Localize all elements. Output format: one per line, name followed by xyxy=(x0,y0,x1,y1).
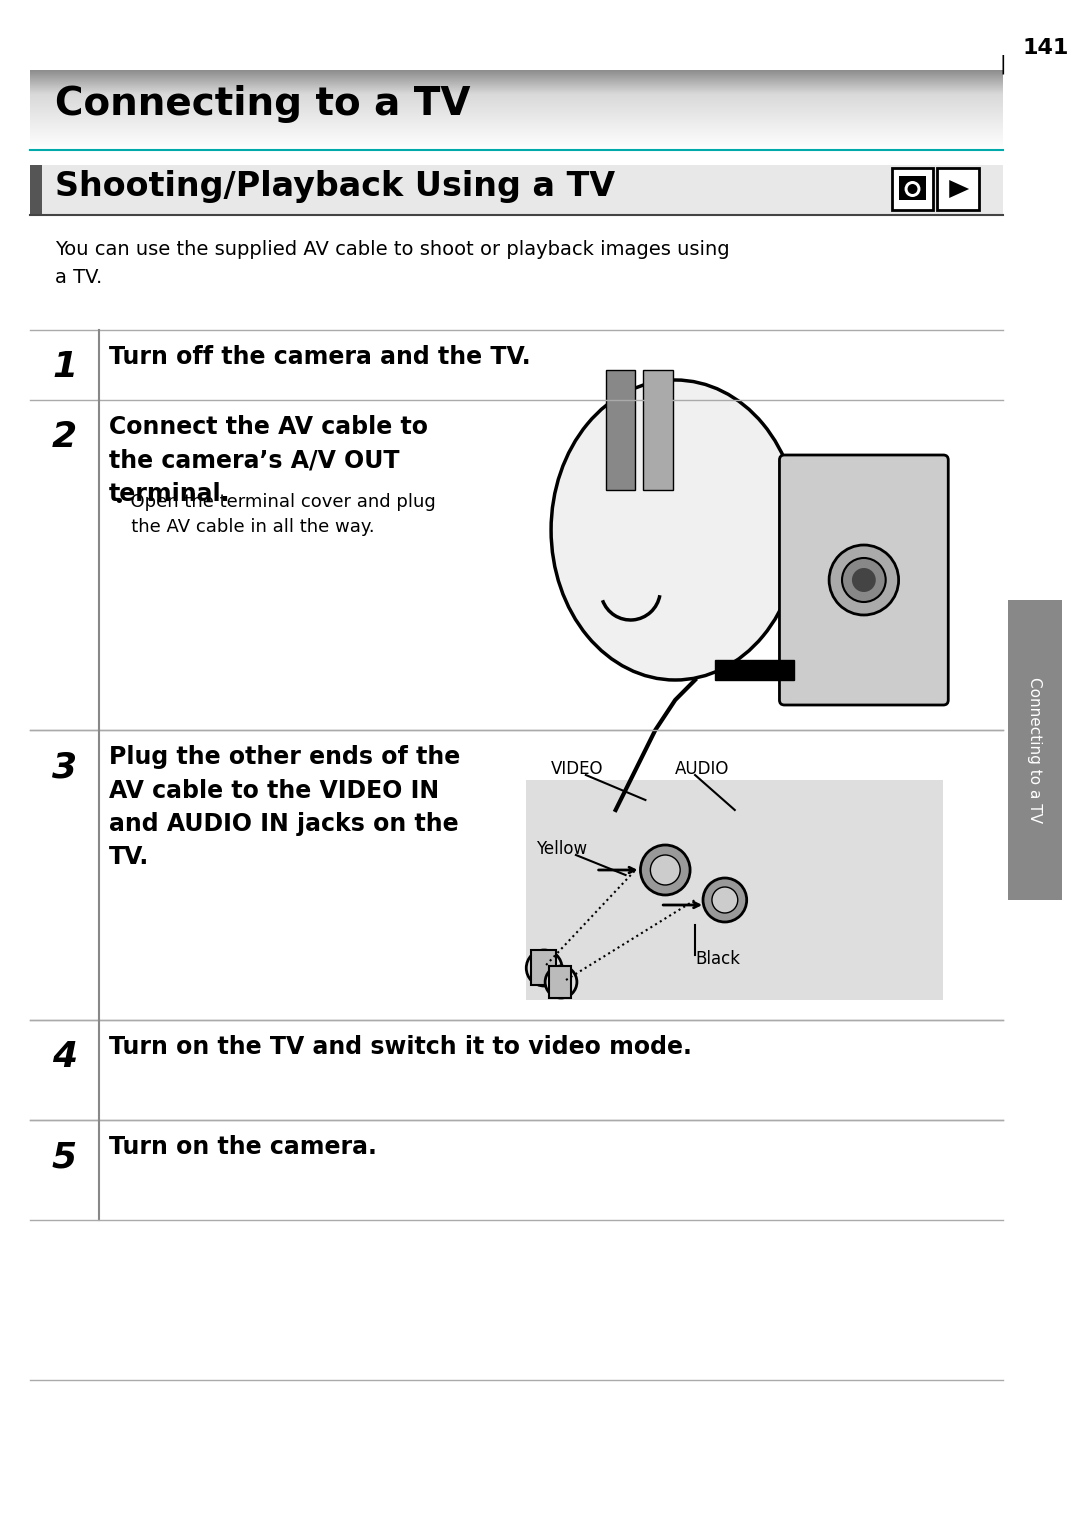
Text: AUDIO: AUDIO xyxy=(675,760,730,779)
Circle shape xyxy=(650,855,680,885)
Circle shape xyxy=(545,966,577,998)
Text: Turn off the camera and the TV.: Turn off the camera and the TV. xyxy=(109,345,531,370)
Bar xyxy=(30,164,1003,214)
Bar xyxy=(30,164,42,214)
Ellipse shape xyxy=(551,380,799,680)
Bar xyxy=(606,370,635,490)
Circle shape xyxy=(842,558,886,602)
Text: Shooting/Playback Using a TV: Shooting/Playback Using a TV xyxy=(55,170,615,202)
Text: 2: 2 xyxy=(52,420,77,453)
Bar xyxy=(531,951,556,986)
Text: 3: 3 xyxy=(52,750,77,783)
Text: |: | xyxy=(1000,55,1007,75)
FancyBboxPatch shape xyxy=(892,167,933,210)
Circle shape xyxy=(640,846,690,894)
Text: 4: 4 xyxy=(52,1040,77,1074)
Polygon shape xyxy=(949,179,969,198)
Text: Yellow: Yellow xyxy=(536,840,588,858)
Text: • Open the terminal cover and plug
   the AV cable in all the way.: • Open the terminal cover and plug the A… xyxy=(114,493,436,535)
Circle shape xyxy=(907,184,918,195)
Text: 1: 1 xyxy=(52,350,77,383)
Bar xyxy=(549,966,571,998)
Bar xyxy=(526,780,943,999)
Text: You can use the supplied AV cable to shoot or playback images using
a TV.: You can use the supplied AV cable to sho… xyxy=(55,240,729,287)
Circle shape xyxy=(905,181,920,198)
Text: Black: Black xyxy=(696,951,740,967)
Bar xyxy=(644,370,673,490)
Bar xyxy=(1008,599,1063,900)
Circle shape xyxy=(712,887,738,913)
FancyBboxPatch shape xyxy=(780,455,948,706)
FancyBboxPatch shape xyxy=(937,167,980,210)
Text: Turn on the TV and switch it to video mode.: Turn on the TV and switch it to video mo… xyxy=(109,1034,692,1059)
Text: 141: 141 xyxy=(1023,38,1069,58)
Bar xyxy=(715,660,795,680)
Text: 5: 5 xyxy=(52,1141,77,1174)
Text: VIDEO: VIDEO xyxy=(551,760,604,779)
Circle shape xyxy=(703,878,746,922)
Circle shape xyxy=(829,545,899,614)
Circle shape xyxy=(852,567,876,592)
Bar xyxy=(899,176,927,199)
Text: Connect the AV cable to
the camera’s A/V OUT
terminal.: Connect the AV cable to the camera’s A/V… xyxy=(109,415,429,506)
Text: Plug the other ends of the
AV cable to the VIDEO IN
and AUDIO IN jacks on the
TV: Plug the other ends of the AV cable to t… xyxy=(109,745,460,870)
Text: Connecting to a TV: Connecting to a TV xyxy=(55,85,470,123)
Circle shape xyxy=(526,951,562,986)
Text: Turn on the camera.: Turn on the camera. xyxy=(109,1135,377,1159)
Text: Connecting to a TV: Connecting to a TV xyxy=(1027,677,1042,823)
